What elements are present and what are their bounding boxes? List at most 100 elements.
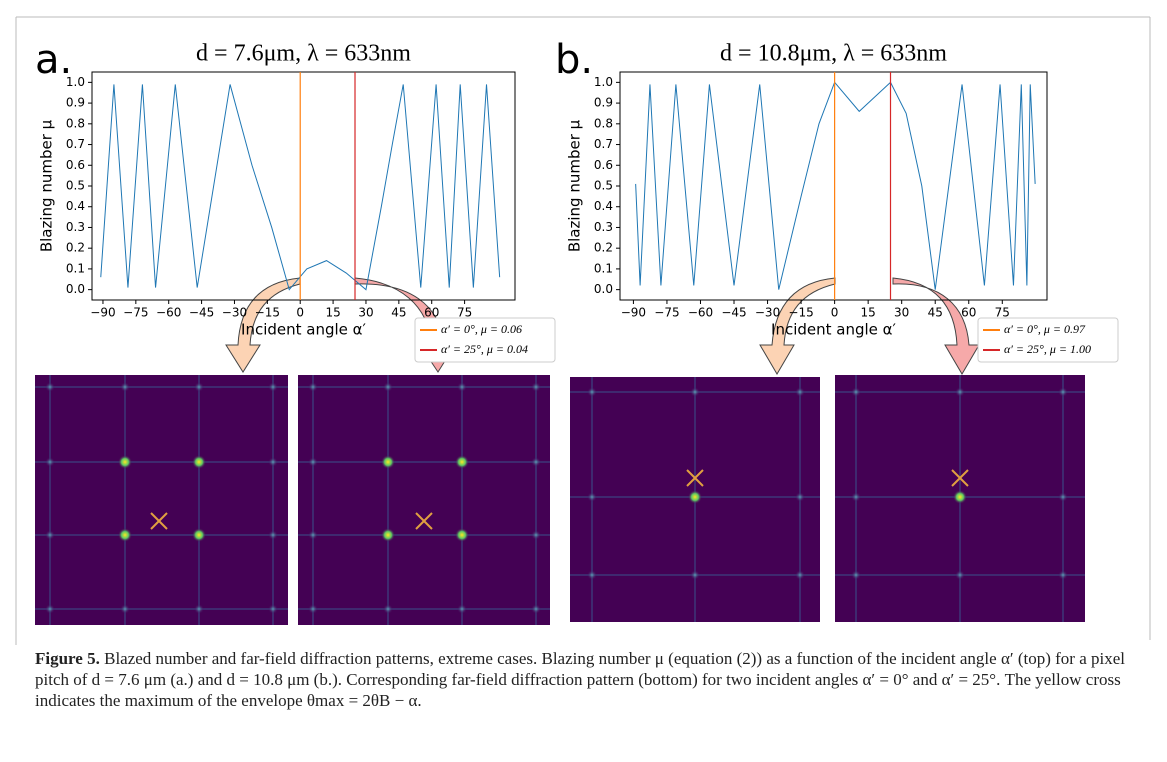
spot [45,530,55,540]
spot [531,457,541,467]
x-tick-label: −15 [255,306,280,320]
x-tick-label: −90 [621,306,646,320]
spot [690,387,700,397]
envelope-cross [150,512,168,530]
spot [308,604,318,614]
spot [587,492,597,502]
x-tick-label: 60 [961,306,976,320]
spot [268,457,278,467]
x-tick-label: 30 [358,306,373,320]
figure: a. d = 7.6μm, λ = 633nm 0.0 0.1 0.2 0.3 0.4 0.5… [15,16,1151,645]
x-tick-label: 30 [894,306,909,320]
spot [795,387,805,397]
x-tick-label: 75 [995,306,1010,320]
y-tick-label: 0.8 [594,116,613,130]
spot [194,382,204,392]
y-tick-label: 0.2 [594,241,613,255]
spot [955,387,965,397]
x-tick-label: −60 [156,306,181,320]
spot [457,604,467,614]
spot [851,570,861,580]
panel-label: b. [555,37,593,83]
x-tick-label: −45 [721,306,746,320]
y-axis-label: Blazing number μ [38,119,56,252]
diffraction-images [35,375,1085,625]
arrow [225,277,301,373]
legend: α′ = 0°, μ = 0.06 α′ = 25°, μ = 0.04 [414,317,556,363]
spot-bright [381,528,395,542]
y-tick-label: 0.0 [594,282,613,296]
chart-title: d = 10.8μm, λ = 633nm [720,41,947,67]
spot [1058,570,1068,580]
spot-bright [118,455,132,469]
spot [457,382,467,392]
y-tick-label: 0.8 [66,116,85,130]
y-tick-label: 0.1 [66,261,85,275]
spot [851,492,861,502]
y-tick-label: 0.6 [594,158,613,172]
y-tick-label: 0.0 [66,282,85,296]
y-tick-label: 0.2 [66,241,85,255]
arrow [892,277,980,375]
spot-bright [455,528,469,542]
plot-area [619,71,1048,301]
spot [851,387,861,397]
spot [795,570,805,580]
spot-bright [455,455,469,469]
spot [268,382,278,392]
y-tick-label: 0.3 [66,220,85,234]
spot-bright [688,490,702,504]
y-tick-label: 0.6 [66,158,85,172]
spot [308,457,318,467]
x-axis-label: Incident angle α′ [771,321,897,339]
spot [690,570,700,580]
y-tick-label: 0.5 [594,179,613,193]
spot [268,530,278,540]
x-tick-label: −60 [688,306,713,320]
x-axis-label: Incident angle α′ [241,321,367,339]
x-tick-label: 60 [424,306,439,320]
spot [308,530,318,540]
spot [383,382,393,392]
spot [955,570,965,580]
data-line [635,81,1036,290]
spot [1058,387,1068,397]
spot [531,530,541,540]
spot [1058,492,1068,502]
spot-bright [118,528,132,542]
spot [194,604,204,614]
panel-label: a. [35,37,72,83]
y-tick-label: 0.3 [594,220,613,234]
y-tick-label: 0.1 [594,261,613,275]
x-tick-label: −15 [788,306,813,320]
spot [45,604,55,614]
image-background [298,375,550,625]
caption-text: Blazed number and far-field diffraction … [35,649,1125,710]
envelope-cross [415,512,433,530]
spot [308,382,318,392]
y-axis-label: Blazing number μ [566,119,584,252]
chart-title: d = 7.6μm, λ = 633nm [196,41,411,67]
x-tick-label: 75 [457,306,472,320]
x-tick-label: −30 [222,306,247,320]
legend-box [414,317,556,363]
spot [587,570,597,580]
spot [45,457,55,467]
plot-area [91,71,516,301]
spot-bright [192,455,206,469]
arrow [759,277,836,375]
x-tick-label: −45 [189,306,214,320]
x-tick-label: 15 [325,306,340,320]
legend-label: α′ = 0°, μ = 0.97 [1004,322,1086,336]
spot [383,604,393,614]
envelope-cross [951,469,969,487]
caption-label: Figure 5. [35,649,100,668]
spot [120,604,130,614]
y-tick-label: 0.4 [594,199,613,213]
legend-box [977,317,1119,363]
spot-bright [192,528,206,542]
y-tick-label: 0.9 [594,96,613,110]
legend-label: α′ = 25°, μ = 0.04 [441,342,528,356]
y-tick-label: 1.0 [66,75,85,89]
